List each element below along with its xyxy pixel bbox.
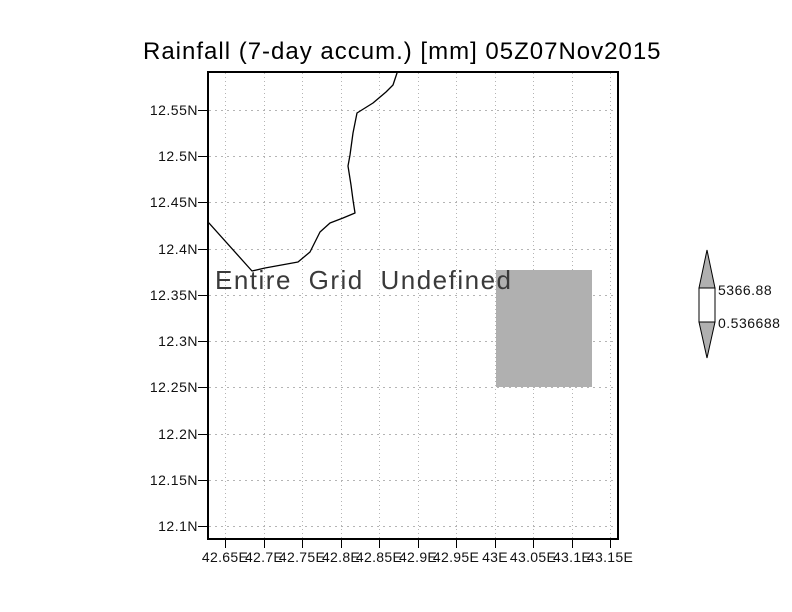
x-axis-label: 42.75E (278, 549, 326, 565)
x-axis-label: 42.65E (201, 549, 249, 565)
x-axis-label: 43.15E (586, 549, 634, 565)
x-tick (610, 540, 611, 548)
x-tick (418, 540, 419, 548)
y-axis-label: 12.4N (158, 241, 198, 257)
y-axis-label: 12.35N (149, 287, 198, 303)
y-axis-label: 12.25N (149, 379, 198, 395)
gridline-v (610, 73, 611, 538)
gridline-h (209, 341, 617, 342)
y-tick (198, 156, 207, 157)
gridline-v (302, 73, 303, 538)
entire-grid-undefined-label: Entire Grid Undefined (215, 265, 513, 295)
chart-title: Rainfall (7-day accum.) [mm] 05Z07Nov201… (143, 38, 662, 65)
gridline-h (209, 387, 617, 388)
y-tick (198, 202, 207, 203)
colorbar-max-label: 5366.88 (718, 282, 773, 298)
x-axis-label: 42.85E (355, 549, 403, 565)
colorbar-up-arrow (698, 249, 716, 289)
x-tick (456, 540, 457, 548)
x-axis-label: 42.95E (432, 549, 480, 565)
undefined-data-region (496, 270, 592, 387)
x-tick (533, 540, 534, 548)
colorbar-box (698, 287, 716, 323)
y-tick (198, 110, 207, 111)
gridline-h (209, 295, 617, 296)
gridline-v (379, 73, 380, 538)
y-axis-label: 12.45N (149, 194, 198, 210)
plot-border (207, 71, 619, 540)
gridline-h (209, 249, 617, 250)
y-axis-label: 12.1N (158, 518, 198, 534)
gridline-v (495, 73, 496, 538)
y-tick (198, 341, 207, 342)
gridline-h (209, 110, 617, 111)
y-axis-label: 12.5N (158, 148, 198, 164)
colorbar (698, 249, 716, 359)
x-axis-label: 43.05E (509, 549, 557, 565)
plot-area (209, 73, 617, 538)
colorbar-down-arrow (698, 321, 716, 359)
gridline-h (209, 526, 617, 527)
x-axis-label: 43E (482, 549, 508, 565)
y-tick (198, 526, 207, 527)
x-axis-label: 42.7E (244, 549, 284, 565)
x-axis-label: 43.1E (552, 549, 592, 565)
gridline-h (209, 202, 617, 203)
x-tick (379, 540, 380, 548)
y-axis-label: 12.15N (149, 472, 198, 488)
x-tick (572, 540, 573, 548)
y-tick (198, 434, 207, 435)
gridline-v (225, 73, 226, 538)
y-tick (198, 295, 207, 296)
gridline-v (341, 73, 342, 538)
y-axis-label: 12.3N (158, 333, 198, 349)
y-axis-label: 12.55N (149, 102, 198, 118)
x-tick (225, 540, 226, 548)
colorbar-min-label: 0.536688 (718, 315, 781, 331)
gridline-h (209, 434, 617, 435)
gridline-v (264, 73, 265, 538)
y-tick (198, 480, 207, 481)
x-tick (341, 540, 342, 548)
gridline-v (456, 73, 457, 538)
y-tick (198, 249, 207, 250)
x-tick (495, 540, 496, 548)
y-axis-label: 12.2N (158, 426, 198, 442)
gridline-h (209, 480, 617, 481)
x-tick (302, 540, 303, 548)
x-axis-label: 42.9E (398, 549, 438, 565)
y-tick (198, 387, 207, 388)
coastline-map (209, 73, 398, 272)
coastline-path (209, 73, 398, 272)
x-axis-label: 42.8E (321, 549, 361, 565)
x-tick (264, 540, 265, 548)
gridline-v (418, 73, 419, 538)
gridline-h (209, 156, 617, 157)
